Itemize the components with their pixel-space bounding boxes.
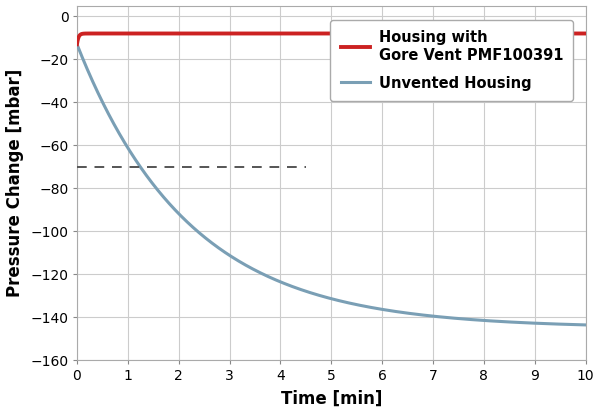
Legend: Housing with
Gore Vent PMF100391, Unvented Housing: Housing with Gore Vent PMF100391, Unvent… bbox=[331, 20, 573, 101]
X-axis label: Time [min]: Time [min] bbox=[281, 389, 382, 408]
Y-axis label: Pressure Change [mbar]: Pressure Change [mbar] bbox=[5, 69, 23, 297]
